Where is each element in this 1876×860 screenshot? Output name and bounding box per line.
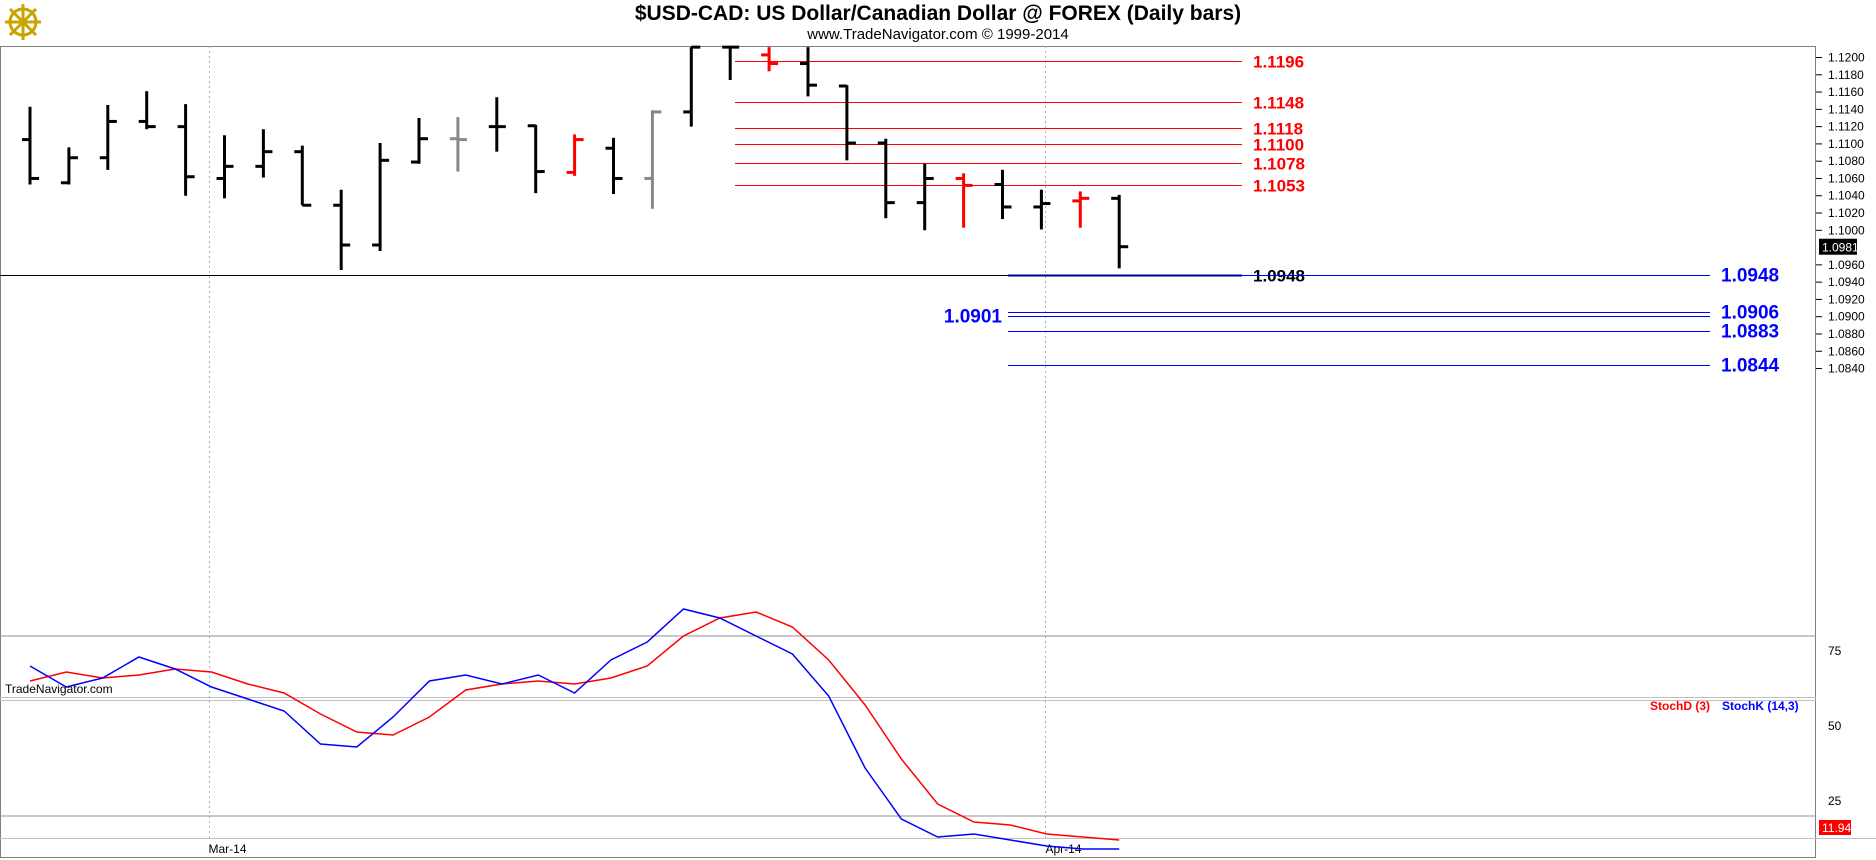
- y-tick-label: 1.0960: [1828, 258, 1865, 272]
- stoch-series-line-0: [29, 611, 1120, 841]
- watermark: TradeNavigator.com: [5, 682, 113, 696]
- x-tick-label: Mar-14: [208, 842, 246, 856]
- stoch-y-tick-label: 50: [1828, 719, 1842, 733]
- level-label-1.1148: 1.1148: [1253, 94, 1304, 113]
- y-tick-label: 1.1080: [1828, 154, 1865, 168]
- y-tick-label: 1.1200: [1828, 51, 1865, 65]
- stoch-y-tick-label: 75: [1828, 644, 1842, 658]
- stoch-legend-0: StochD (3): [1650, 699, 1710, 713]
- y-tick-label: 1.1140: [1828, 102, 1864, 116]
- level-label-1.0844: 1.0844: [1721, 356, 1780, 377]
- y-tick-label: 1.1040: [1828, 189, 1865, 203]
- stoch-last-value: 11.94: [1822, 821, 1851, 835]
- y-tick-label: 1.0920: [1828, 292, 1865, 306]
- y-tick-label: 1.1160: [1828, 85, 1864, 99]
- level-label-1.0901: 1.0901: [944, 307, 1003, 328]
- chart-frame: [0, 46, 1816, 858]
- level-label-1.1078: 1.1078: [1253, 155, 1305, 174]
- y-tick-label: 1.0860: [1828, 344, 1865, 358]
- last-price-label: 1.0981: [1822, 241, 1859, 255]
- level-label-1.0948: 1.0948: [1721, 266, 1779, 287]
- level-label-1.1053: 1.1053: [1253, 177, 1305, 196]
- chart-subtitle: www.TradeNavigator.com © 1999-2014: [807, 26, 1069, 43]
- stoch-legend-1: StochK (14,3): [1722, 699, 1799, 713]
- y-tick-label: 1.1180: [1828, 68, 1864, 82]
- x-tick-label: Apr-14: [1045, 842, 1081, 856]
- chart-title: $USD-CAD: US Dollar/Canadian Dollar @ FO…: [634, 2, 1242, 25]
- level-label-1.1118: 1.1118: [1253, 120, 1303, 139]
- ohlc-bars: [22, 45, 1129, 271]
- y-tick-label: 1.0940: [1828, 275, 1865, 289]
- grid-lines: Mar-14 Apr-14: [0, 46, 1876, 858]
- y-tick-label: 1.1060: [1828, 171, 1865, 185]
- stochastic-panel: 75 50 25 StochD (3) StochK (14,3) 11.94: [0, 608, 1851, 850]
- stoch-series-line-1: [29, 608, 1120, 850]
- y-tick-label: 1.1020: [1828, 206, 1865, 220]
- stoch-y-tick-label: 25: [1828, 794, 1842, 808]
- ship-wheel-logo-icon: [5, 4, 41, 40]
- price-axis: 1.1200 1.1180 1.1160 1.1140 1.1120 1.1100 1.10…: [1816, 51, 1865, 376]
- level-label-1.0906: 1.0906: [1721, 303, 1779, 324]
- y-tick-label: 1.0900: [1828, 310, 1865, 324]
- level-label-1.1100: 1.1100: [1253, 136, 1304, 155]
- stoch-last-value-box: [1819, 820, 1851, 835]
- y-tick-label: 1.0880: [1828, 327, 1865, 341]
- last-price-box: [1819, 238, 1857, 255]
- level-label-1.1196: 1.1196: [1253, 53, 1304, 72]
- level-label-1.0883: 1.0883: [1721, 322, 1779, 343]
- y-tick-label: 1.1100: [1828, 137, 1864, 151]
- y-tick-label: 1.0840: [1828, 362, 1865, 376]
- y-tick-label: 1.1000: [1828, 223, 1865, 237]
- y-tick-label: 1.1120: [1828, 120, 1864, 134]
